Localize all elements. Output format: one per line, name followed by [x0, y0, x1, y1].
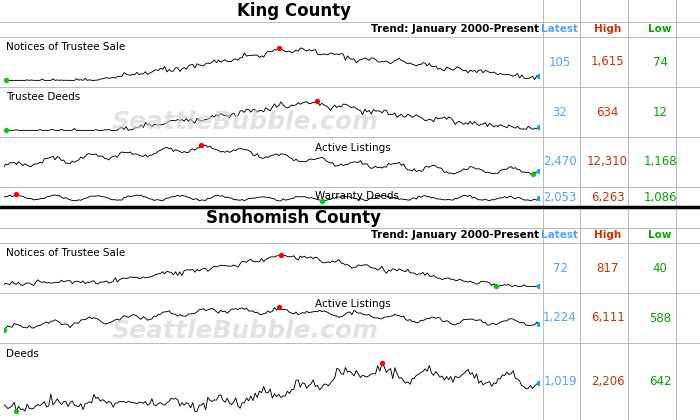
- Text: 12,310: 12,310: [587, 155, 628, 168]
- Text: 2,470: 2,470: [543, 155, 577, 168]
- Text: 74: 74: [652, 55, 668, 68]
- Text: 1,224: 1,224: [543, 312, 577, 325]
- Text: 72: 72: [552, 262, 568, 275]
- Text: 6,111: 6,111: [591, 312, 624, 325]
- Text: Warranty Deeds: Warranty Deeds: [315, 191, 399, 201]
- Text: Trend: January 2000-Present: Trend: January 2000-Present: [371, 231, 539, 241]
- Text: Latest: Latest: [542, 24, 578, 34]
- Text: High: High: [594, 231, 621, 241]
- Text: Trustee Deeds: Trustee Deeds: [6, 92, 80, 102]
- Text: 1,086: 1,086: [643, 191, 677, 204]
- Text: 6,263: 6,263: [591, 191, 624, 204]
- Text: 105: 105: [549, 55, 571, 68]
- Text: 1,019: 1,019: [543, 375, 577, 388]
- Text: 634: 634: [596, 105, 619, 118]
- Text: 642: 642: [649, 375, 671, 388]
- Text: 40: 40: [652, 262, 668, 275]
- Text: Notices of Trustee Sale: Notices of Trustee Sale: [6, 42, 125, 52]
- Text: Latest: Latest: [542, 231, 578, 241]
- Text: SeattleBubble.com: SeattleBubble.com: [111, 110, 379, 134]
- Text: Low: Low: [648, 231, 672, 241]
- Text: Snohomish County: Snohomish County: [206, 209, 382, 227]
- Text: 1,615: 1,615: [591, 55, 624, 68]
- Text: 32: 32: [552, 105, 568, 118]
- Text: 2,053: 2,053: [543, 191, 577, 204]
- Text: 588: 588: [649, 312, 671, 325]
- Text: 1,168: 1,168: [643, 155, 677, 168]
- Text: 2,206: 2,206: [591, 375, 624, 388]
- Text: Deeds: Deeds: [6, 349, 38, 359]
- Text: Notices of Trustee Sale: Notices of Trustee Sale: [6, 248, 125, 258]
- Text: Low: Low: [648, 24, 672, 34]
- Text: Active Listings: Active Listings: [315, 143, 391, 153]
- Text: 817: 817: [596, 262, 619, 275]
- Text: Active Listings: Active Listings: [315, 299, 391, 309]
- Text: 12: 12: [652, 105, 668, 118]
- Text: SeattleBubble.com: SeattleBubble.com: [111, 320, 379, 344]
- Text: Trend: January 2000-Present: Trend: January 2000-Present: [371, 24, 539, 34]
- Text: King County: King County: [237, 2, 351, 20]
- Text: High: High: [594, 24, 621, 34]
